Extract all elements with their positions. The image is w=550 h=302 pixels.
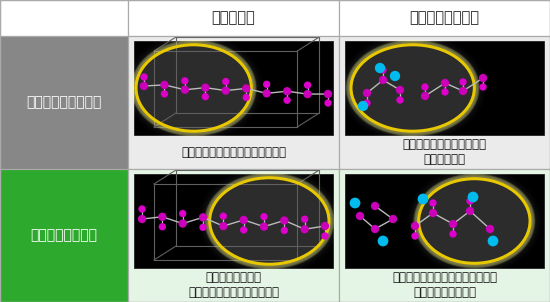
Point — [321, 233, 329, 238]
Point — [469, 194, 477, 199]
Point — [449, 232, 458, 236]
Point — [283, 98, 292, 103]
Point — [260, 214, 268, 219]
Point — [140, 75, 148, 79]
Point — [362, 91, 371, 95]
Bar — [345, 174, 544, 268]
Bar — [128, 36, 339, 169]
Point — [466, 209, 475, 214]
Point — [488, 239, 497, 243]
Bar — [339, 169, 550, 302]
Point — [371, 204, 380, 208]
Point — [222, 88, 230, 93]
Text: 切れた部分に酸素が結合しにくく
元に戻ることがある: 切れた部分に酸素が結合しにくく 元に戻ることがある — [392, 271, 497, 299]
Point — [303, 83, 312, 88]
Point — [411, 223, 420, 228]
Point — [421, 85, 430, 89]
Point — [239, 217, 248, 222]
Point — [300, 227, 309, 232]
Bar — [0, 0, 128, 36]
Point — [428, 210, 437, 215]
Point — [201, 85, 210, 90]
Point — [180, 87, 189, 92]
Text: 切れても戻る結合: 切れても戻る結合 — [410, 11, 480, 25]
Point — [321, 223, 329, 228]
Bar — [0, 36, 128, 169]
Point — [239, 227, 248, 232]
Text: 当社従来のポリマー: 当社従来のポリマー — [26, 95, 102, 110]
Point — [178, 211, 187, 216]
Bar — [134, 174, 333, 268]
Point — [199, 225, 207, 230]
Point — [459, 80, 468, 85]
Point — [262, 91, 271, 96]
Point — [199, 215, 207, 220]
Point — [300, 217, 309, 222]
Point — [140, 84, 148, 88]
Point — [378, 78, 387, 82]
Point — [160, 92, 169, 96]
Point — [262, 82, 271, 87]
Point — [378, 68, 387, 72]
Point — [441, 90, 449, 95]
Point — [242, 86, 251, 91]
Bar — [339, 0, 550, 36]
Point — [376, 66, 384, 70]
Text: 力を加えられることで切れやすい: 力を加えられることで切れやすい — [181, 146, 286, 159]
Point — [158, 224, 167, 229]
Point — [389, 217, 398, 221]
Point — [242, 95, 251, 100]
Text: 強い結合力により
力を加えられても切れにくい: 強い結合力により 力を加えられても切れにくい — [188, 271, 279, 299]
Point — [359, 104, 367, 108]
Point — [428, 201, 437, 205]
Text: 強い結合力: 強い結合力 — [212, 11, 255, 25]
Bar — [0, 169, 128, 302]
Point — [158, 214, 167, 219]
Point — [356, 214, 365, 218]
Point — [371, 226, 380, 231]
Point — [201, 94, 210, 99]
Point — [260, 224, 268, 229]
Point — [283, 89, 292, 94]
Point — [280, 218, 289, 223]
Point — [178, 221, 187, 226]
Point — [303, 92, 312, 97]
Point — [449, 222, 458, 226]
Point — [395, 88, 404, 92]
Point — [486, 226, 494, 231]
Point — [219, 224, 228, 229]
Point — [138, 217, 146, 221]
Point — [390, 74, 399, 79]
Point — [222, 79, 230, 84]
Bar — [339, 36, 550, 169]
Point — [395, 98, 404, 102]
Text: 切れた部分に酸素が結合し
元に戻らない: 切れた部分に酸素が結合し 元に戻らない — [403, 138, 487, 166]
Bar — [345, 41, 544, 135]
Point — [466, 199, 475, 204]
Point — [138, 207, 146, 211]
Bar — [128, 169, 339, 302]
Point — [323, 92, 332, 96]
Point — [219, 214, 228, 219]
Point — [411, 233, 420, 238]
Point — [478, 76, 487, 80]
Point — [350, 201, 359, 205]
Point — [419, 197, 427, 201]
Point — [362, 101, 371, 105]
Point — [180, 78, 189, 83]
Bar — [128, 0, 339, 36]
Point — [323, 101, 332, 105]
Point — [421, 94, 430, 98]
Text: 水素添加ポリマー: 水素添加ポリマー — [30, 229, 97, 243]
Point — [160, 82, 169, 87]
Point — [478, 85, 487, 89]
Point — [378, 239, 387, 243]
Point — [280, 228, 289, 233]
Bar — [134, 41, 333, 135]
Point — [459, 88, 468, 93]
Point — [441, 81, 449, 85]
